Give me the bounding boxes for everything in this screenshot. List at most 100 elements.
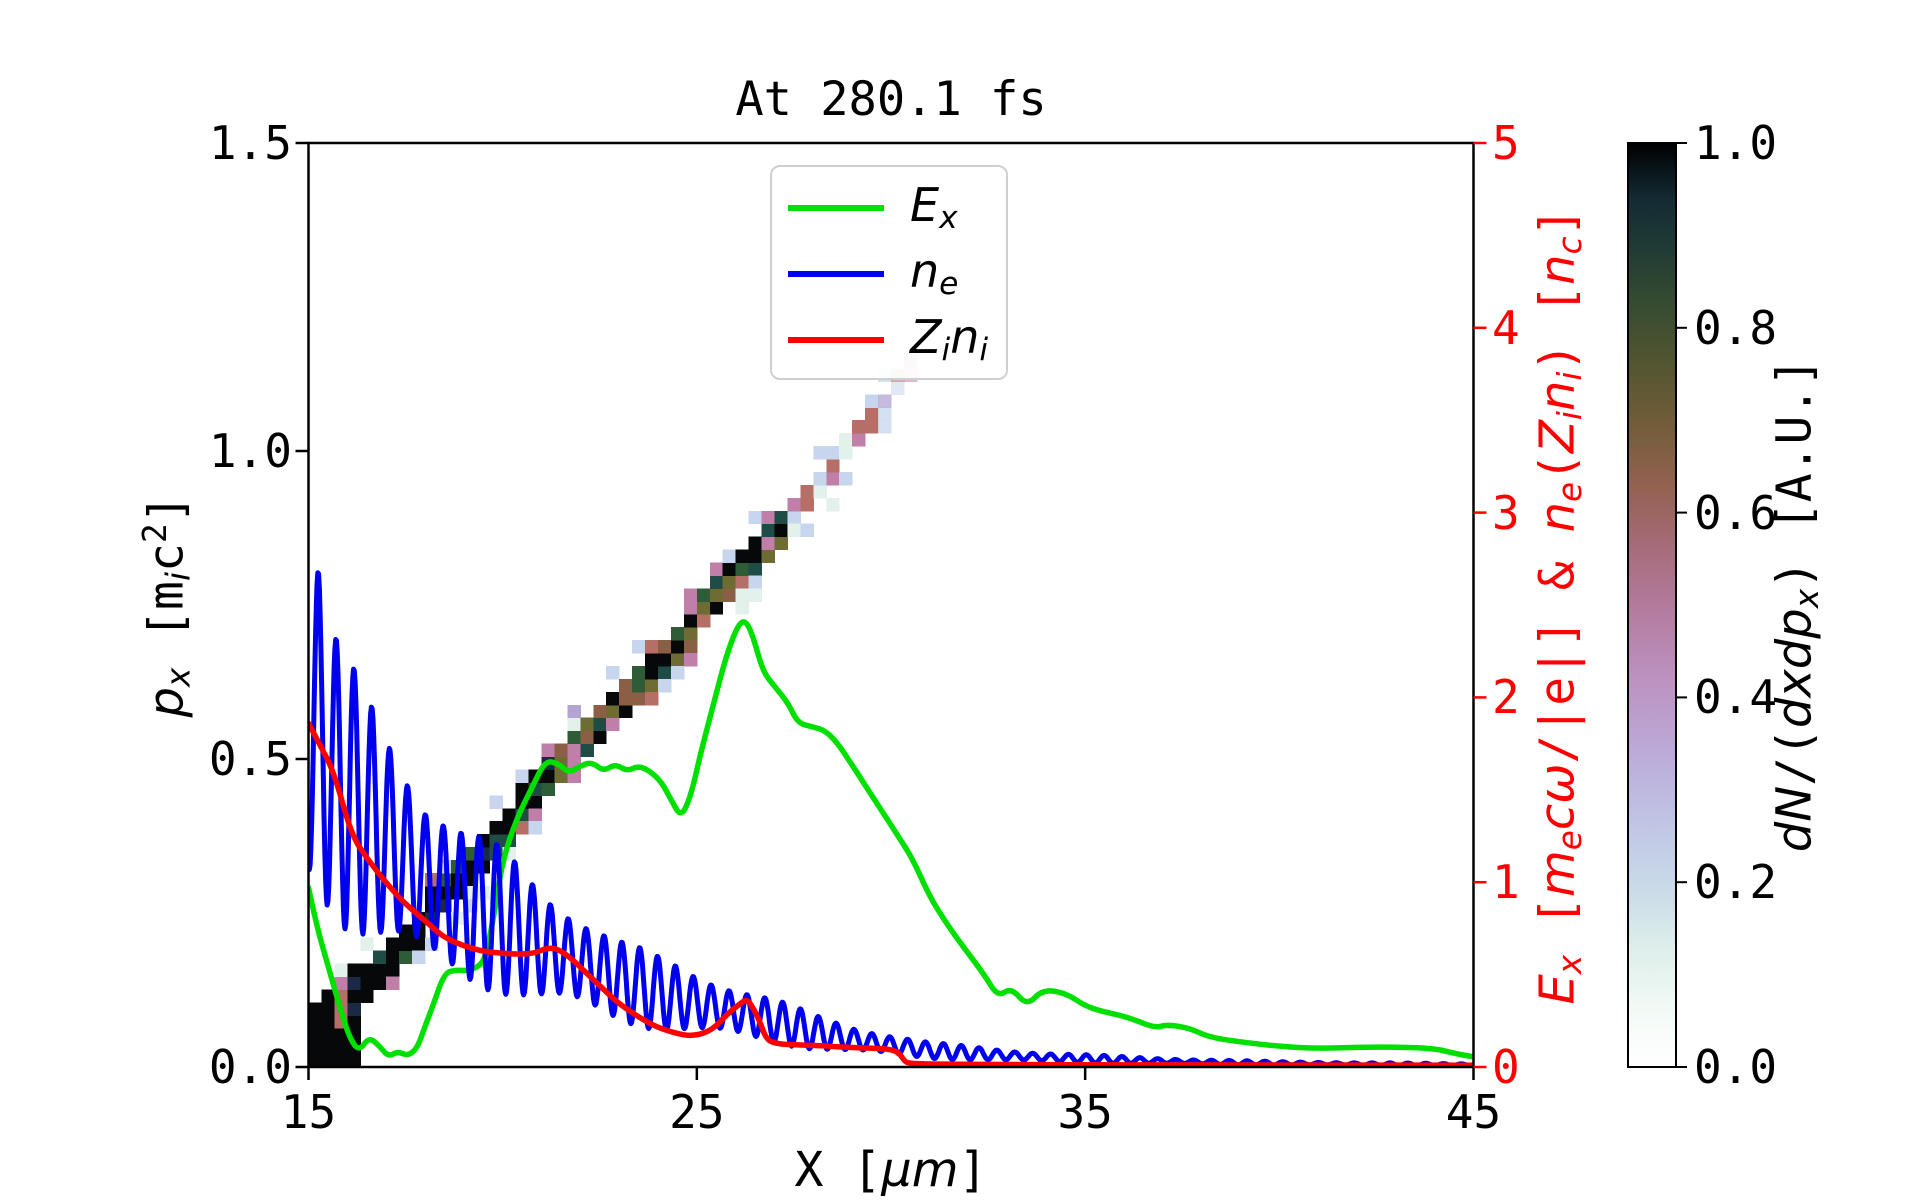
right-axis-label-segment: i <box>1550 371 1589 381</box>
heatmap-cell <box>709 562 724 576</box>
legend-label-segment: x <box>939 199 958 236</box>
heatmap-cell <box>541 782 555 796</box>
x-axis-label-segment: m <box>911 1142 959 1198</box>
heatmap-cell <box>722 588 737 602</box>
plot-frame <box>295 141 1487 1080</box>
heatmap-cell <box>386 937 400 952</box>
heatmap-cell <box>670 640 685 654</box>
legend-label-segment: i <box>979 331 989 368</box>
heatmap-cell <box>670 653 685 667</box>
legend-label-segment: n <box>910 243 940 298</box>
right-tick-label: 2 <box>1492 670 1520 725</box>
heatmap-cell <box>347 1015 361 1029</box>
heatmap-cell <box>321 989 335 1003</box>
ex-curve <box>308 619 1474 1060</box>
ne-curve <box>308 570 1474 1067</box>
colorbar-label-segment: N <box>1766 785 1823 822</box>
heatmap-cell <box>826 471 840 486</box>
right-axis-label-segment: ( <box>1529 452 1586 482</box>
heatmap-cell <box>386 976 400 990</box>
heatmap-cell <box>709 588 724 602</box>
heatmap-cell <box>489 821 504 835</box>
heatmap-cell <box>580 743 594 758</box>
right-axis-label: Ex [mecω/|e|] & ne(Zini) [nc] <box>1530 208 1589 1005</box>
heatmap-cell <box>658 640 672 654</box>
colorbar-label-segment: d <box>1766 697 1823 729</box>
heatmap-cell <box>606 717 620 732</box>
heatmap-cell <box>347 1002 361 1016</box>
x-axis-label: X [μm] <box>795 1146 988 1194</box>
heatmap-cell <box>386 963 400 977</box>
right-axis-label-segment: [ <box>1529 897 1586 955</box>
right-axis-label-segment: ] <box>1529 207 1586 237</box>
heatmap-cell <box>606 704 620 719</box>
legend-label-segment: n <box>950 309 980 364</box>
heatmap-cell <box>321 1015 335 1029</box>
left-axis-label-segment: ] <box>138 494 195 524</box>
heatmap-cell <box>412 950 426 965</box>
heatmap-cell <box>761 536 775 551</box>
right-axis-label-segment: c <box>1550 236 1589 255</box>
heatmap-cell <box>373 950 387 965</box>
heatmap-cell <box>554 769 568 783</box>
heatmap-cell <box>748 549 763 563</box>
legend: Ex ne Zini <box>770 165 1008 380</box>
heatmap-cell <box>658 653 672 667</box>
heatmap-cell <box>308 1028 322 1042</box>
left-axis-label-segment: m <box>138 581 195 610</box>
right-axis-label-segment: ) [ <box>1529 284 1586 372</box>
right-tick-label: 4 <box>1492 300 1520 355</box>
right-tick-label: 0 <box>1492 1040 1520 1094</box>
heatmap-cell <box>696 601 711 615</box>
colorbar-label-segment: x <box>1787 588 1826 609</box>
y-tick-label: 0.0 <box>208 1040 292 1094</box>
legend-entry: ne <box>772 241 1006 307</box>
heatmap-cell <box>308 1015 322 1029</box>
heatmap-cell <box>735 549 750 563</box>
right-axis-label-segment: /|e|] & <box>1529 532 1586 764</box>
legend-label: ne <box>910 248 958 300</box>
left-axis-label-segment: [ <box>138 609 195 668</box>
heatmap-cell <box>567 730 581 745</box>
right-axis-label-segment: n <box>1529 380 1586 412</box>
heatmap-cell <box>878 394 892 408</box>
colorbar-tick-label: 0.0 <box>1694 1040 1778 1094</box>
heatmap-cell <box>800 523 814 538</box>
heatmap-cell <box>321 1028 335 1042</box>
heatmap-cell <box>606 691 620 706</box>
heatmap-cell <box>502 808 517 822</box>
y-tick-label: 1.0 <box>208 424 292 478</box>
right-axis-label-segment: Z <box>1529 420 1586 453</box>
colorbar-strip <box>1628 143 1676 1067</box>
heatmap-cell <box>308 1054 322 1067</box>
heatmap-cell <box>528 821 542 835</box>
heatmap-cell <box>865 420 879 434</box>
heatmap-cell <box>709 575 724 589</box>
heatmap-cell <box>554 743 568 758</box>
heatmap-cell <box>567 743 581 758</box>
heatmap-cell <box>399 924 413 939</box>
curves <box>308 570 1474 1067</box>
heatmap-cell <box>891 381 905 395</box>
legend-label: Zini <box>910 314 988 366</box>
heatmap-cell <box>709 601 724 615</box>
heatmap-cell <box>489 834 504 848</box>
heatmap-cell <box>619 691 633 706</box>
heatmap-cell <box>787 497 801 512</box>
heatmap-cell <box>813 446 827 460</box>
heatmap-cell <box>308 1002 322 1016</box>
x-axis-label-segment: μ <box>881 1142 912 1198</box>
colorbar-tick-label: 0.4 <box>1694 670 1778 725</box>
plot-title: At 280.1 fs <box>735 72 1047 127</box>
colorbar-label-segment: ) [A.U.] <box>1766 357 1823 589</box>
heatmap-cell <box>334 1028 348 1042</box>
heatmap-cell <box>347 963 361 977</box>
heatmap-cell <box>800 497 814 512</box>
heatmap-cell <box>787 523 801 538</box>
heatmap-cell <box>619 678 633 693</box>
heatmap-cell <box>761 549 775 563</box>
right-axis-label-segment: n <box>1529 254 1586 285</box>
heatmap-cell <box>528 808 542 822</box>
heatmap-cell <box>386 950 400 965</box>
heatmap-cell <box>645 665 659 680</box>
